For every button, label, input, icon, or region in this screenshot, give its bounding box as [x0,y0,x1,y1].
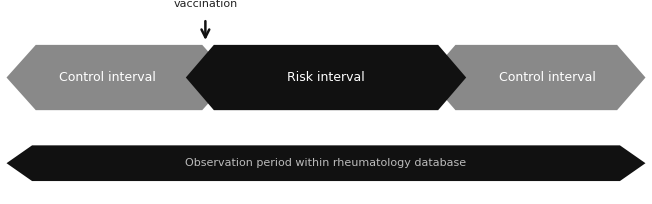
Polygon shape [186,45,466,110]
Polygon shape [7,145,645,181]
Polygon shape [7,45,231,110]
Text: Control interval: Control interval [59,71,156,84]
Text: Control interval: Control interval [499,71,596,84]
Polygon shape [427,45,645,110]
Text: Risk interval: Risk interval [287,71,365,84]
Text: Observation period within rheumatology database: Observation period within rheumatology d… [185,158,467,168]
Text: Exposure:
vaccination: Exposure: vaccination [173,0,237,9]
